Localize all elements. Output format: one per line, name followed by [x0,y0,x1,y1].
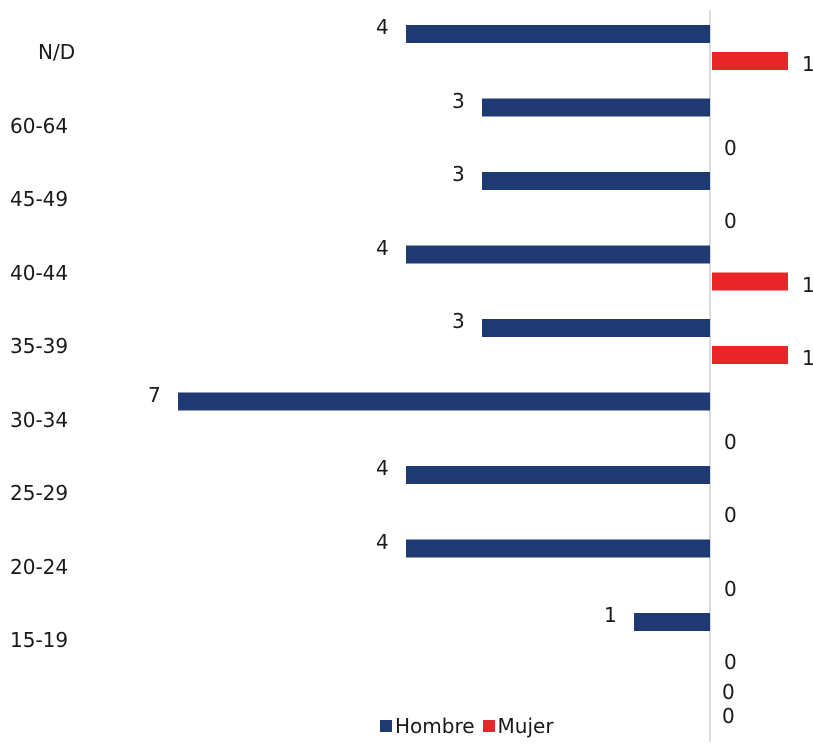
category-label: 30-34 [10,407,69,432]
value-label-hombre: 4 [376,456,389,480]
legend-label-mujer: Mujer [497,714,554,738]
value-label-mujer: 0 [724,135,737,160]
category-label: 15-19 [10,628,69,652]
value-label-hombre: 4 [376,235,389,260]
bar-mujer [712,346,788,364]
bar-hombre [178,392,710,411]
value-label-mujer: 0 [724,650,737,674]
legend-swatch-mujer [482,720,495,732]
value-label-mujer: 0 [724,209,737,233]
value-label-hombre: 3 [452,88,465,113]
bar-hombre [406,466,710,484]
legend-item-hombre: Hombre [380,714,475,738]
value-label-hombre: 4 [376,529,389,554]
legend: Hombre Mujer [380,714,562,738]
value-label-extra: 0 [722,704,735,728]
bar-hombre [482,172,710,190]
bar-hombre [406,539,710,558]
category-label: 20-24 [10,554,69,579]
value-label-mujer: 0 [724,429,737,454]
value-label-hombre: 4 [376,15,389,39]
category-label: 45-49 [10,187,69,211]
bar-hombre [406,25,710,43]
bar-mujer [712,272,788,291]
value-label-hombre: 3 [452,309,465,333]
value-label-mujer: 0 [724,576,737,601]
value-label-mujer: 1 [802,346,813,370]
legend-swatch-hombre [380,720,392,732]
value-label-extra: 0 [722,680,735,704]
category-label: N/D [38,40,76,64]
value-label-mujer: 1 [802,52,813,76]
legend-item-mujer: Mujer [482,714,554,738]
value-label-hombre: 7 [148,382,161,407]
legend-label-hombre: Hombre [395,714,475,738]
value-label-mujer: 1 [802,272,813,297]
bar-hombre [634,613,710,631]
bar-hombre [482,319,710,337]
value-label-mujer: 0 [724,503,737,527]
category-label: 25-29 [10,481,69,505]
bar-hombre [406,245,710,264]
value-label-hombre: 1 [604,603,617,627]
bar-hombre [482,98,710,117]
value-label-hombre: 3 [452,162,465,186]
category-label: 35-39 [10,334,69,358]
category-label: 40-44 [10,260,69,285]
bar-mujer [712,52,788,70]
category-label: 60-64 [10,113,69,138]
